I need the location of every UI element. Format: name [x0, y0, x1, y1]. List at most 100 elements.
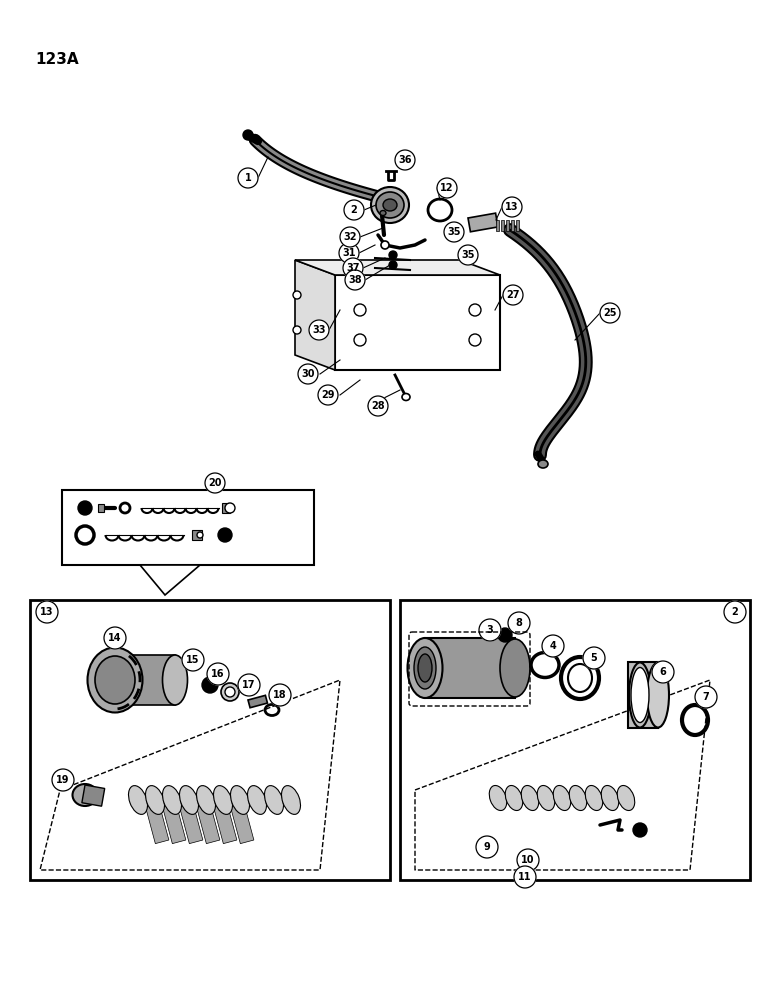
Circle shape [444, 222, 464, 242]
Text: 25: 25 [603, 308, 617, 318]
Polygon shape [335, 275, 500, 370]
Text: 30: 30 [301, 369, 315, 379]
Circle shape [202, 677, 218, 693]
Ellipse shape [538, 460, 548, 468]
Bar [230, 801, 254, 844]
Text: 35: 35 [447, 227, 461, 237]
Circle shape [695, 686, 717, 708]
Circle shape [221, 683, 239, 701]
Bar [496, 220, 499, 231]
Ellipse shape [629, 662, 651, 728]
Ellipse shape [414, 647, 436, 689]
Circle shape [343, 258, 363, 278]
Ellipse shape [162, 655, 188, 705]
Circle shape [318, 385, 338, 405]
Circle shape [517, 849, 539, 871]
Circle shape [238, 674, 260, 696]
Circle shape [469, 304, 481, 316]
Ellipse shape [521, 785, 539, 811]
Circle shape [309, 320, 329, 340]
Text: 15: 15 [186, 655, 200, 665]
Text: 4: 4 [550, 641, 557, 651]
Ellipse shape [197, 532, 203, 538]
Text: 1: 1 [245, 173, 252, 183]
Circle shape [354, 304, 366, 316]
Circle shape [503, 285, 523, 305]
Ellipse shape [376, 192, 404, 218]
Circle shape [437, 178, 457, 198]
Circle shape [78, 501, 92, 515]
Circle shape [633, 823, 647, 837]
Text: 2: 2 [350, 205, 357, 215]
Circle shape [508, 612, 530, 634]
Bar [628, 662, 658, 728]
Text: 2: 2 [732, 607, 738, 617]
Circle shape [345, 270, 365, 290]
Circle shape [339, 243, 359, 263]
Circle shape [479, 619, 501, 641]
Text: 5: 5 [591, 653, 598, 663]
Circle shape [340, 227, 360, 247]
Text: 11: 11 [518, 872, 532, 882]
Ellipse shape [647, 662, 669, 728]
Bar [162, 801, 186, 844]
Bar [145, 801, 169, 844]
Circle shape [542, 635, 564, 657]
Ellipse shape [631, 668, 649, 722]
Bar [115, 655, 175, 705]
Text: 35: 35 [461, 250, 475, 260]
Text: 3: 3 [486, 625, 493, 635]
Text: 6: 6 [659, 667, 666, 677]
Text: 7: 7 [703, 692, 709, 702]
Bar [179, 801, 203, 844]
Ellipse shape [408, 638, 442, 698]
Bar [511, 220, 514, 231]
Polygon shape [140, 565, 200, 595]
Ellipse shape [554, 785, 571, 811]
Ellipse shape [145, 786, 164, 814]
Circle shape [498, 628, 512, 642]
Bar [400, 600, 750, 880]
Ellipse shape [402, 393, 410, 400]
Bar [516, 220, 519, 231]
Circle shape [600, 303, 620, 323]
Text: 14: 14 [108, 633, 122, 643]
Circle shape [293, 326, 301, 334]
Text: 32: 32 [344, 232, 357, 242]
Circle shape [293, 291, 301, 299]
Bar [82, 785, 105, 806]
Text: 38: 38 [348, 275, 362, 285]
Ellipse shape [380, 211, 386, 216]
Circle shape [243, 130, 253, 140]
Text: 13: 13 [505, 202, 519, 212]
Bar [213, 801, 237, 844]
Circle shape [218, 528, 232, 542]
Text: 27: 27 [506, 290, 520, 300]
Text: 8: 8 [516, 618, 523, 628]
Ellipse shape [231, 786, 249, 814]
Ellipse shape [585, 785, 603, 811]
Circle shape [182, 649, 204, 671]
Text: 16: 16 [212, 669, 225, 679]
Circle shape [395, 150, 415, 170]
Circle shape [269, 684, 291, 706]
Circle shape [469, 334, 481, 346]
Ellipse shape [197, 786, 215, 814]
Bar [30, 600, 390, 880]
Circle shape [458, 245, 478, 265]
Circle shape [104, 627, 126, 649]
Circle shape [583, 647, 605, 669]
Text: 33: 33 [312, 325, 326, 335]
Ellipse shape [601, 785, 618, 811]
Circle shape [52, 769, 74, 791]
Text: 37: 37 [347, 263, 360, 273]
Text: 17: 17 [242, 680, 256, 690]
Bar [62, 490, 314, 565]
Bar [248, 695, 267, 708]
Circle shape [344, 200, 364, 220]
Ellipse shape [73, 784, 97, 806]
Circle shape [368, 396, 388, 416]
Circle shape [476, 836, 498, 858]
Ellipse shape [248, 786, 266, 814]
Text: 19: 19 [56, 775, 69, 785]
